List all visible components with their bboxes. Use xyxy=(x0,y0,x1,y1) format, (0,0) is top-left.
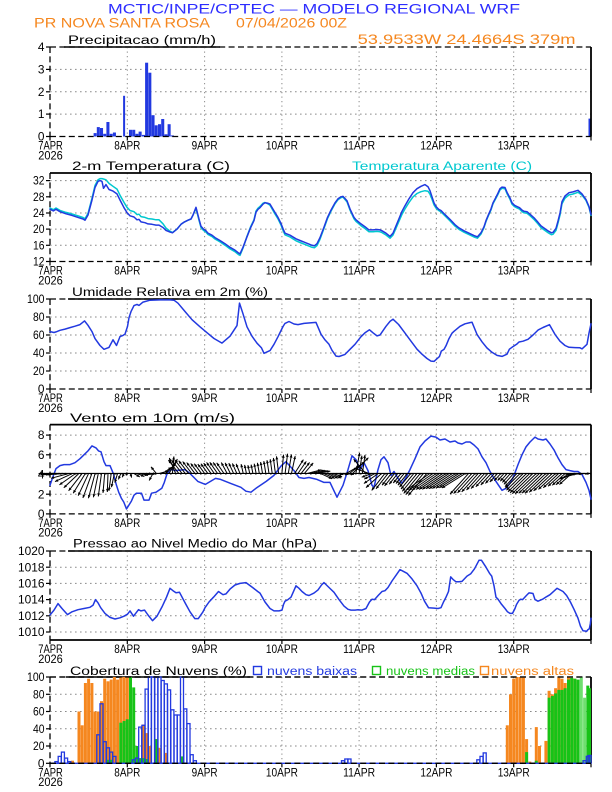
svg-text:53.9533W 24.4664S 379m: 53.9533W 24.4664S 379m xyxy=(358,31,576,47)
svg-text:28: 28 xyxy=(33,192,45,204)
svg-text:12APR: 12APR xyxy=(420,141,452,153)
svg-text:Pressao ao Nivel Medio do Mar: Pressao ao Nivel Medio do Mar (hPa) xyxy=(73,539,317,551)
svg-text:13APR: 13APR xyxy=(498,518,530,530)
svg-text:2026: 2026 xyxy=(38,403,63,415)
svg-text:13APR: 13APR xyxy=(498,141,530,153)
svg-text:12APR: 12APR xyxy=(420,266,452,278)
svg-text:24: 24 xyxy=(33,208,45,220)
svg-text:nuvens baixas: nuvens baixas xyxy=(267,666,357,678)
svg-text:MCTIC/INPE/CPTEC — MODELO REGI: MCTIC/INPE/CPTEC — MODELO REGIONAL WRF xyxy=(108,1,520,17)
svg-text:1016: 1016 xyxy=(18,579,45,591)
svg-text:100: 100 xyxy=(27,294,45,306)
svg-text:1014: 1014 xyxy=(18,595,45,607)
svg-text:2026: 2026 xyxy=(38,777,63,789)
svg-text:32: 32 xyxy=(33,176,45,188)
svg-text:11APR: 11APR xyxy=(343,141,375,153)
svg-text:Cobertura de Nuvens (%): Cobertura de Nuvens (%) xyxy=(70,666,247,678)
svg-text:0: 0 xyxy=(38,758,45,770)
svg-text:12APR: 12APR xyxy=(420,644,452,656)
svg-text:11APR: 11APR xyxy=(343,768,375,780)
svg-text:12APR: 12APR xyxy=(420,768,452,780)
svg-text:20: 20 xyxy=(33,224,45,236)
svg-text:Vento em 10m (m/s): Vento em 10m (m/s) xyxy=(70,413,235,425)
svg-text:0: 0 xyxy=(38,384,45,396)
svg-text:PR NOVA SANTA ROSA: PR NOVA SANTA ROSA xyxy=(34,15,211,31)
svg-text:10APR: 10APR xyxy=(266,141,298,153)
svg-text:9APR: 9APR xyxy=(192,266,218,278)
svg-text:Umidade Relativa em 2m (%): Umidade Relativa em 2m (%) xyxy=(72,287,268,299)
svg-text:nuvens medias: nuvens medias xyxy=(386,666,475,678)
svg-text:2026: 2026 xyxy=(38,654,63,666)
svg-text:9APR: 9APR xyxy=(192,141,218,153)
svg-text:8APR: 8APR xyxy=(114,393,140,405)
svg-text:80: 80 xyxy=(33,689,45,701)
svg-text:Precipitacao (mm/h): Precipitacao (mm/h) xyxy=(68,35,216,47)
svg-text:13APR: 13APR xyxy=(498,644,530,656)
svg-text:12APR: 12APR xyxy=(420,393,452,405)
svg-text:2-m Temperatura (C): 2-m Temperatura (C) xyxy=(72,161,230,173)
svg-text:10APR: 10APR xyxy=(266,644,298,656)
svg-text:0: 0 xyxy=(38,132,45,144)
svg-text:60: 60 xyxy=(33,330,45,342)
svg-text:8APR: 8APR xyxy=(114,768,140,780)
svg-text:1012: 1012 xyxy=(18,611,45,623)
svg-text:1020: 1020 xyxy=(18,546,45,558)
svg-text:8APR: 8APR xyxy=(114,518,140,530)
svg-text:1018: 1018 xyxy=(18,562,45,574)
svg-text:7APR: 7APR xyxy=(38,141,63,153)
svg-text:10APR: 10APR xyxy=(266,768,298,780)
svg-text:40: 40 xyxy=(33,348,45,360)
svg-text:11APR: 11APR xyxy=(343,644,375,656)
svg-text:1: 1 xyxy=(38,109,45,121)
svg-text:12APR: 12APR xyxy=(420,518,452,530)
svg-text:7APR: 7APR xyxy=(38,518,63,530)
svg-text:80: 80 xyxy=(33,312,45,324)
svg-text:12: 12 xyxy=(33,257,45,269)
svg-text:Temperatura Aparente (C): Temperatura Aparente (C) xyxy=(352,161,532,173)
svg-text:7APR: 7APR xyxy=(38,266,63,278)
svg-text:11APR: 11APR xyxy=(343,266,375,278)
svg-text:16: 16 xyxy=(33,240,45,252)
svg-text:40: 40 xyxy=(33,724,45,736)
svg-text:07/04/2026 00Z: 07/04/2026 00Z xyxy=(236,15,347,31)
svg-text:7APR: 7APR xyxy=(38,768,63,780)
svg-text:1010: 1010 xyxy=(18,627,45,639)
svg-text:9APR: 9APR xyxy=(192,518,218,530)
svg-text:9APR: 9APR xyxy=(192,768,218,780)
svg-text:13APR: 13APR xyxy=(498,768,530,780)
svg-text:4: 4 xyxy=(38,470,45,482)
svg-text:100: 100 xyxy=(27,672,45,684)
svg-text:9APR: 9APR xyxy=(192,644,218,656)
svg-text:11APR: 11APR xyxy=(343,393,375,405)
svg-text:4: 4 xyxy=(38,42,45,54)
svg-text:20: 20 xyxy=(33,741,45,753)
svg-text:nuvens altas: nuvens altas xyxy=(491,666,574,678)
svg-text:7APR: 7APR xyxy=(38,393,63,405)
svg-text:11APR: 11APR xyxy=(343,518,375,530)
svg-text:2: 2 xyxy=(38,87,45,99)
svg-text:8: 8 xyxy=(38,430,45,442)
svg-text:13APR: 13APR xyxy=(498,393,530,405)
svg-text:9APR: 9APR xyxy=(192,393,218,405)
svg-text:13APR: 13APR xyxy=(498,266,530,278)
svg-text:8APR: 8APR xyxy=(114,644,140,656)
svg-text:2026: 2026 xyxy=(38,528,63,540)
svg-text:2026: 2026 xyxy=(38,275,63,287)
svg-text:7APR: 7APR xyxy=(38,644,63,656)
svg-text:60: 60 xyxy=(33,707,45,719)
svg-text:20: 20 xyxy=(33,366,45,378)
svg-text:10APR: 10APR xyxy=(266,393,298,405)
svg-text:8APR: 8APR xyxy=(114,141,140,153)
svg-text:8APR: 8APR xyxy=(114,266,140,278)
svg-text:0: 0 xyxy=(38,509,45,521)
svg-text:10APR: 10APR xyxy=(266,266,298,278)
svg-text:2: 2 xyxy=(38,489,45,501)
svg-text:3: 3 xyxy=(38,65,45,77)
svg-text:10APR: 10APR xyxy=(266,518,298,530)
svg-text:2026: 2026 xyxy=(38,150,63,162)
svg-text:6: 6 xyxy=(38,450,45,462)
